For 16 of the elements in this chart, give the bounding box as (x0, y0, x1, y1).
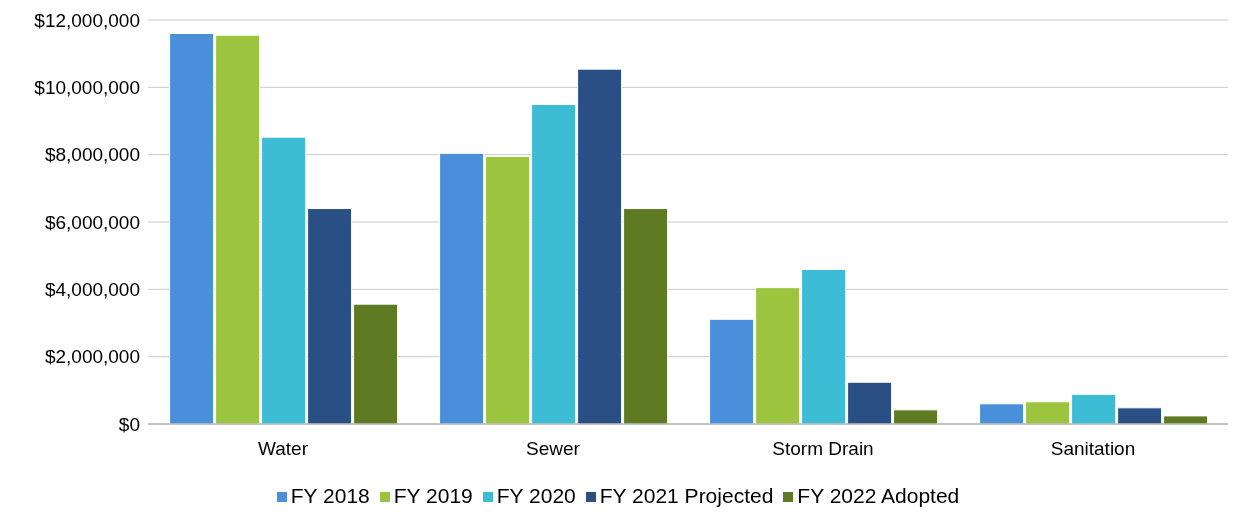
x-tick-label: Storm Drain (772, 438, 874, 460)
y-tick-label: $6,000,000 (44, 211, 140, 233)
legend-label: FY 2022 Adopted (797, 484, 960, 507)
y-tick-label: $12,000,000 (34, 9, 140, 31)
x-tick-label: Sanitation (1050, 438, 1136, 460)
x-tick-label: Water (258, 438, 309, 460)
y-tick-label: $4,000,000 (44, 279, 140, 301)
y-tick-label: $0 (118, 413, 140, 435)
legend-label: FY 2018 (290, 484, 370, 507)
y-tick-label: $8,000,000 (44, 144, 140, 166)
y-tick-label: $2,000,000 (44, 346, 140, 368)
x-tick-label: Sewer (526, 438, 581, 460)
legend-label: FY 2020 (496, 484, 576, 507)
legend-label: FY 2021 Projected (599, 484, 774, 507)
legend-label: FY 2019 (393, 484, 473, 507)
y-tick-label: $10,000,000 (34, 77, 140, 99)
